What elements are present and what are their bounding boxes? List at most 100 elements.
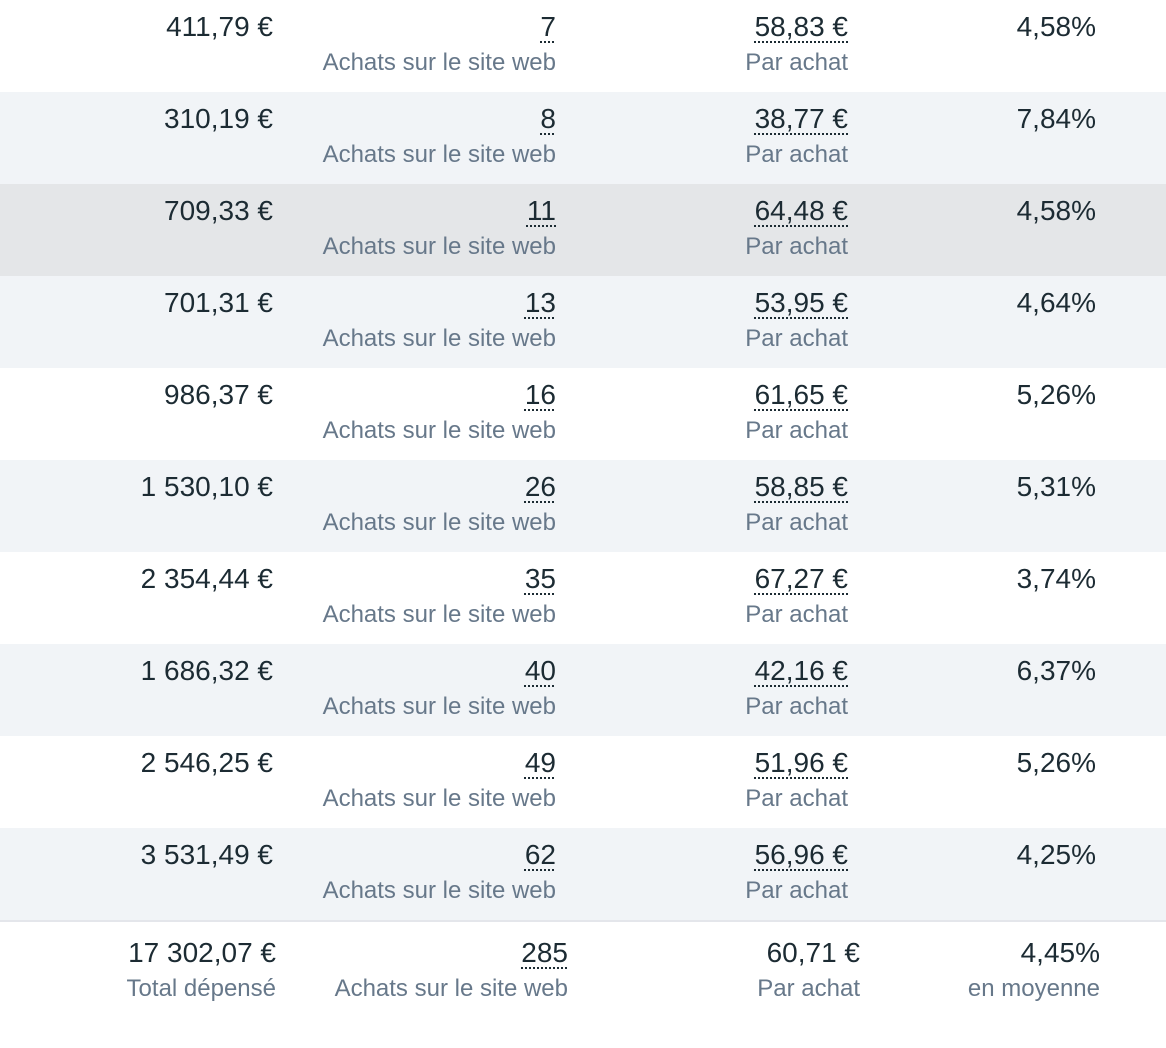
cost-per-purchase-label: Par achat [745, 601, 848, 628]
purchases-cell: 49 Achats sur le site web [323, 746, 556, 814]
purchases-label: Achats sur le site web [322, 233, 556, 260]
spend-cell: 2 354,44 € [141, 562, 273, 596]
table-body: 411,79 € 7 Achats sur le site web 58,83 … [0, 0, 1166, 920]
cost-per-purchase-cell: 61,65 € Par achat [745, 378, 848, 446]
purchases-label: Achats sur le site web [322, 693, 556, 720]
purchases-cell: 8 Achats sur le site web [323, 102, 556, 170]
rate-cell: 5,31% [1017, 470, 1096, 504]
cost-per-purchase-value[interactable]: 38,77 € [754, 103, 848, 134]
purchases-value[interactable]: 26 [524, 471, 556, 502]
table-row[interactable]: 411,79 € 7 Achats sur le site web 58,83 … [0, 0, 1166, 92]
spend-cell: 1 686,32 € [141, 654, 273, 688]
total-spend-label: Total dépensé [126, 975, 276, 1002]
purchases-value[interactable]: 49 [524, 747, 556, 778]
cost-per-purchase-value[interactable]: 64,48 € [754, 195, 848, 226]
purchases-label: Achats sur le site web [322, 785, 556, 812]
cost-per-purchase-label: Par achat [745, 877, 848, 904]
rate-cell: 5,26% [1017, 746, 1096, 780]
cost-per-purchase-value[interactable]: 56,96 € [754, 839, 848, 870]
purchases-cell: 13 Achats sur le site web [323, 286, 556, 354]
cost-per-purchase-value[interactable]: 42,16 € [754, 655, 848, 686]
total-purchases-cell: 285 Achats sur le site web [335, 936, 568, 1004]
table-row[interactable]: 2 546,25 € 49 Achats sur le site web 51,… [0, 736, 1166, 828]
spend-cell: 986,37 € [164, 378, 273, 412]
total-cost-per-purchase-label: Par achat [757, 975, 860, 1002]
cost-per-purchase-value[interactable]: 61,65 € [754, 379, 848, 410]
rate-cell: 6,37% [1017, 654, 1096, 688]
rate-value: 4,25% [1016, 839, 1096, 870]
purchases-label: Achats sur le site web [322, 325, 556, 352]
cost-per-purchase-value[interactable]: 67,27 € [754, 563, 848, 594]
rate-cell: 5,26% [1017, 378, 1096, 412]
cost-per-purchase-cell: 56,96 € Par achat [745, 838, 848, 906]
purchases-cell: 26 Achats sur le site web [323, 470, 556, 538]
spend-value: 1 686,32 € [140, 655, 273, 686]
cost-per-purchase-label: Par achat [745, 49, 848, 76]
rate-cell: 4,58% [1017, 194, 1096, 228]
rate-cell: 7,84% [1017, 102, 1096, 136]
spend-cell: 3 531,49 € [141, 838, 273, 872]
purchases-value[interactable]: 11 [526, 195, 556, 226]
table-row[interactable]: 701,31 € 13 Achats sur le site web 53,95… [0, 276, 1166, 368]
rate-value: 6,37% [1016, 655, 1096, 686]
spend-value: 986,37 € [164, 379, 273, 410]
cost-per-purchase-value[interactable]: 58,83 € [754, 11, 848, 42]
table-row[interactable]: 2 354,44 € 35 Achats sur le site web 67,… [0, 552, 1166, 644]
purchases-value[interactable]: 40 [524, 655, 556, 686]
spend-value: 3 531,49 € [140, 839, 273, 870]
spend-cell: 701,31 € [164, 286, 273, 320]
cost-per-purchase-label: Par achat [745, 325, 848, 352]
table-row[interactable]: 1 686,32 € 40 Achats sur le site web 42,… [0, 644, 1166, 736]
purchases-value[interactable]: 16 [524, 379, 556, 410]
total-rate-value: 4,45% [1020, 937, 1100, 968]
total-purchases-value[interactable]: 285 [521, 937, 568, 968]
rate-value: 7,84% [1016, 103, 1096, 134]
cost-per-purchase-value[interactable]: 53,95 € [754, 287, 848, 318]
rate-value: 4,58% [1016, 195, 1096, 226]
rate-cell: 4,25% [1017, 838, 1096, 872]
cost-per-purchase-cell: 58,83 € Par achat [745, 10, 848, 78]
total-cost-per-purchase-value: 60,71 € [766, 937, 860, 968]
rate-value: 5,26% [1016, 747, 1096, 778]
total-spend-value: 17 302,07 € [128, 937, 276, 968]
cost-per-purchase-label: Par achat [745, 417, 848, 444]
purchases-cell: 62 Achats sur le site web [323, 838, 556, 906]
purchases-value[interactable]: 8 [540, 103, 556, 134]
rate-value: 5,26% [1016, 379, 1096, 410]
table-row[interactable]: 1 530,10 € 26 Achats sur le site web 58,… [0, 460, 1166, 552]
purchases-value[interactable]: 13 [524, 287, 556, 318]
cost-per-purchase-cell: 51,96 € Par achat [745, 746, 848, 814]
spend-cell: 411,79 € [166, 10, 273, 44]
table-row[interactable]: 3 531,49 € 62 Achats sur le site web 56,… [0, 828, 1166, 920]
purchases-label: Achats sur le site web [322, 601, 556, 628]
purchases-label: Achats sur le site web [322, 417, 556, 444]
rate-cell: 4,58% [1017, 10, 1096, 44]
purchases-value[interactable]: 62 [524, 839, 556, 870]
cost-per-purchase-cell: 67,27 € Par achat [745, 562, 848, 630]
table-row[interactable]: 709,33 € 11 Achats sur le site web 64,48… [0, 184, 1166, 276]
cost-per-purchase-cell: 53,95 € Par achat [745, 286, 848, 354]
cost-per-purchase-cell: 42,16 € Par achat [745, 654, 848, 722]
total-rate-cell: 4,45% en moyenne [968, 936, 1100, 1004]
purchases-label: Achats sur le site web [322, 141, 556, 168]
purchases-value[interactable]: 35 [524, 563, 556, 594]
cost-per-purchase-label: Par achat [745, 509, 848, 536]
cost-per-purchase-cell: 64,48 € Par achat [745, 194, 848, 262]
cost-per-purchase-value[interactable]: 58,85 € [754, 471, 848, 502]
purchases-cell: 40 Achats sur le site web [323, 654, 556, 722]
purchases-value[interactable]: 7 [540, 11, 556, 42]
cost-per-purchase-cell: 38,77 € Par achat [745, 102, 848, 170]
rate-cell: 3,74% [1017, 562, 1096, 596]
rate-cell: 4,64% [1017, 286, 1096, 320]
table-row[interactable]: 986,37 € 16 Achats sur le site web 61,65… [0, 368, 1166, 460]
table-row[interactable]: 310,19 € 8 Achats sur le site web 38,77 … [0, 92, 1166, 184]
spend-value: 701,31 € [164, 287, 273, 318]
purchases-cell: 35 Achats sur le site web [323, 562, 556, 630]
rate-value: 3,74% [1016, 563, 1096, 594]
purchases-label: Achats sur le site web [322, 509, 556, 536]
cost-per-purchase-value[interactable]: 51,96 € [754, 747, 848, 778]
spend-cell: 709,33 € [164, 194, 273, 228]
spend-cell: 310,19 € [164, 102, 273, 136]
purchases-label: Achats sur le site web [322, 49, 556, 76]
